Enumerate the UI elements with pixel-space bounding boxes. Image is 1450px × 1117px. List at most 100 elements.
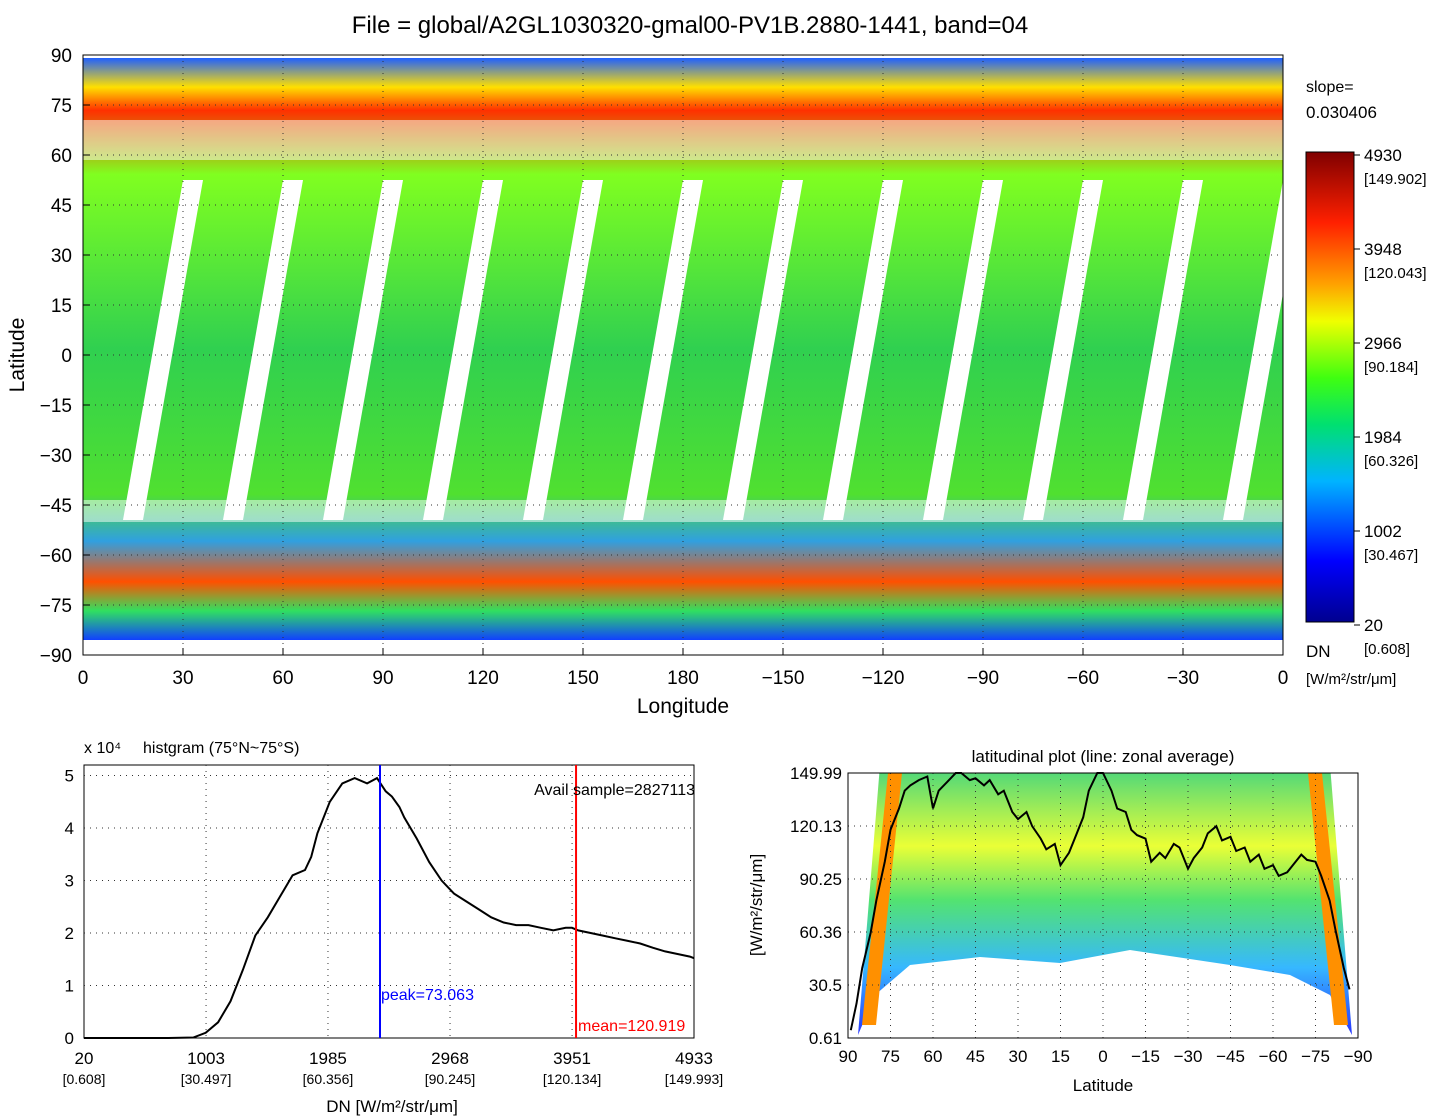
hist-frame: [83, 764, 695, 1039]
hist-curve: [84, 776, 695, 1039]
hist-x-tick-sublabel: [60.356]: [303, 1071, 354, 1087]
hist-y-tick-label: 0: [65, 1029, 74, 1048]
lat-x-tick-label: 90: [839, 1047, 858, 1066]
lat-grid: [848, 773, 1358, 1038]
map-x-label: Longitude: [637, 695, 729, 718]
colorbar-dn-label: 2966: [1364, 334, 1402, 353]
lat-x-tick-label: 75: [881, 1047, 900, 1066]
hist-x-tick-label: 1985: [309, 1049, 347, 1068]
lat-x-tick-label: −60: [1259, 1047, 1288, 1066]
colorbar-ticks: 4930 [149.902] 3948 [120.043] 2966 [90.184] 19…: [1354, 146, 1427, 658]
lat-x-label: Latitude: [1073, 1076, 1134, 1095]
map-y-tick-label: −45: [40, 496, 72, 517]
hist-x-tick-sublabel: [90.245]: [425, 1071, 476, 1087]
colorbar-radiance-label: [30.467]: [1364, 547, 1418, 564]
lat-x-tick-label: −30: [1174, 1047, 1203, 1066]
colorbar-radiance-label: [120.043]: [1364, 265, 1427, 282]
lat-x-tick-label: −75: [1301, 1047, 1330, 1066]
lat-x-tick-label: −15: [1131, 1047, 1160, 1066]
lat-y-label: [W/m²/str/μm]: [747, 854, 766, 956]
map-x-tick-label: −30: [1167, 668, 1199, 689]
map-x-tick-label: −90: [967, 668, 999, 689]
colorbar-radiance-label: [90.184]: [1364, 359, 1418, 376]
lat-y-tick-label: 149.99: [790, 764, 842, 783]
lat-x-tick-label: 60: [924, 1047, 943, 1066]
hist-y-tick-label: 1: [65, 977, 74, 996]
colorbar-dn-label: 3948: [1364, 240, 1402, 259]
lat-y-tick-label: 60.36: [799, 923, 842, 942]
hist-y-tick-label: 3: [65, 872, 74, 891]
map-y-tick-label: 90: [51, 46, 72, 67]
hist-y-ticks: 0 1 2 3 4 5: [65, 767, 74, 1049]
map-x-tick-label: −120: [862, 668, 905, 689]
lat-x-tick-label: 30: [1009, 1047, 1028, 1066]
hist-x-ticks: 20 [0.608] 1003 [30.497] 1985 [60.356] 2968 [90…: [63, 1049, 724, 1087]
hist-scale-label: x 10⁴: [84, 740, 121, 757]
map-y-tick-label: −75: [40, 596, 72, 617]
hist-x-tick-sublabel: [120.134]: [543, 1071, 601, 1087]
slope-value: 0.030406: [1306, 103, 1377, 122]
map-swath-gap: [1223, 180, 1283, 520]
histogram-panel: x 10⁴ histgram (75°N~75°S) 20 [0.608] 1003…: [63, 740, 724, 1116]
colorbar-dn-label: 1002: [1364, 522, 1402, 541]
lat-x-tick-label: −45: [1216, 1047, 1245, 1066]
map-y-tick-label: 45: [51, 196, 72, 217]
lat-y-ticks: 0.61 30.5 60.36 90.25 120.13 149.99: [790, 764, 842, 1048]
map-x-tick-label: −150: [762, 668, 805, 689]
colorbar-radiance-label: [60.326]: [1364, 453, 1418, 470]
hist-x-label: DN [W/m²/str/μm]: [326, 1097, 458, 1116]
map-y-tick-label: −90: [40, 646, 72, 667]
map-x-tick-label: 90: [372, 668, 393, 689]
figure-title: File = global/A2GL1030320-gmal00-PV1B.28…: [351, 12, 1029, 39]
hist-title: histgram (75°N~75°S): [143, 740, 299, 757]
map-y-label: Latitude: [6, 318, 29, 393]
lat-y-tick-label: 120.13: [790, 817, 842, 836]
hist-x-tick-label: 2968: [431, 1049, 469, 1068]
hist-x-tick-label: 20: [75, 1049, 94, 1068]
map-heatmap: [83, 58, 1283, 640]
map-grid: [83, 55, 1283, 655]
map-x-tick-label: 60: [272, 668, 293, 689]
hist-y-tick-label: 5: [65, 767, 74, 786]
map-y-tick-label: 75: [51, 96, 72, 117]
latitudinal-panel: latitudinal plot (line: zonal average) 9…: [747, 747, 1373, 1095]
colorbar-unit-radiance: [W/m²/str/μm]: [1306, 671, 1396, 688]
map-y-tick-label: 0: [61, 346, 72, 367]
zonal-average-line: [849, 772, 1351, 1031]
global-map-panel: 0 30 60 90 120 150 180 −150 −120 −90 −60 −30 0 90756…: [6, 46, 1427, 718]
hist-x-tick-sublabel: [30.497]: [181, 1071, 232, 1087]
lat-x-tick-label: −90: [1344, 1047, 1373, 1066]
lat-y-tick-label: 30.5: [809, 976, 842, 995]
hist-x-tick-sublabel: [0.608]: [63, 1071, 106, 1087]
hist-x-tick-label: 4933: [675, 1049, 713, 1068]
colorbar: [1306, 152, 1354, 622]
map-y-tick-label: −60: [40, 546, 72, 567]
map-y-tick-label: 15: [51, 296, 72, 317]
lat-y-tick-label: 0.61: [809, 1029, 842, 1048]
colorbar-dn-label: 20: [1364, 616, 1383, 635]
colorbar-unit-dn: DN: [1306, 642, 1331, 661]
map-y-tick-label: −30: [40, 446, 72, 467]
map-y-ticks: 90 75 60 45 30 15 0 −15 −30 −45 −60 −75 −90: [40, 46, 90, 667]
map-x-tick-label: 150: [567, 668, 599, 689]
colorbar-dn-label: 4930: [1364, 146, 1402, 165]
map-x-tick-label: 0: [78, 668, 89, 689]
map-y-tick-label: 60: [51, 146, 72, 167]
lat-x-tick-label: 0: [1098, 1047, 1107, 1066]
lat-x-ticks: 90 75 60 45 30 15 0 −15 −30 −45 −60 −75 −90: [839, 1047, 1373, 1066]
lat-plot-title: latitudinal plot (line: zonal average): [972, 747, 1235, 766]
map-y-tick-label: 30: [51, 246, 72, 267]
colorbar-radiance-label: [149.902]: [1364, 171, 1427, 188]
map-y-tick-label: −15: [40, 396, 72, 417]
hist-x-tick-label: 3951: [553, 1049, 591, 1068]
map-x-tick-label: 0: [1278, 668, 1289, 689]
map-x-tick-label: 180: [667, 668, 699, 689]
slope-label: slope=: [1306, 79, 1354, 96]
hist-x-tick-label: 1003: [187, 1049, 225, 1068]
lat-x-tick-label: 45: [966, 1047, 985, 1066]
colorbar-dn-label: 1984: [1364, 428, 1402, 447]
map-x-tick-label: −60: [1067, 668, 1099, 689]
mean-label: mean=120.919: [578, 1018, 685, 1035]
hist-y-tick-label: 4: [65, 819, 74, 838]
map-x-tick-label: 30: [172, 668, 193, 689]
